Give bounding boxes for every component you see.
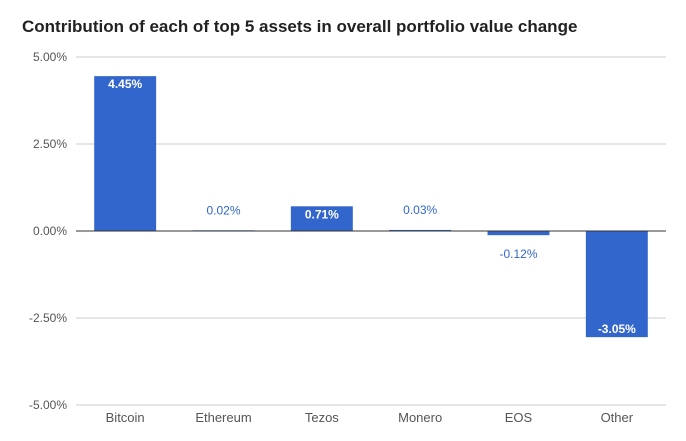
data-label: 0.02% xyxy=(206,203,240,217)
data-label: 0.03% xyxy=(403,203,437,217)
data-label: 0.71% xyxy=(305,207,339,221)
y-tick-label: 2.50% xyxy=(33,137,67,151)
y-tick-label: -5.00% xyxy=(29,398,67,412)
x-category-label: Other xyxy=(601,410,634,425)
y-tick-label: 5.00% xyxy=(33,50,67,64)
y-tick-label: -2.50% xyxy=(29,311,67,325)
y-axis-ticks: 5.00% 2.50% 0.00% -2.50% -5.00% xyxy=(29,50,67,412)
x-category-label: Bitcoin xyxy=(106,410,145,425)
bar-monero xyxy=(389,229,452,231)
y-tick-label: 0.00% xyxy=(33,224,67,238)
bar-bitcoin xyxy=(94,76,157,231)
bar-other xyxy=(585,231,648,338)
bars xyxy=(94,76,648,338)
x-category-label: Ethereum xyxy=(195,410,251,425)
data-labels: 4.45% 0.02% 0.71% 0.03% -0.12% -3.05% xyxy=(108,77,636,336)
chart-title: Contribution of each of top 5 assets in … xyxy=(22,17,578,36)
x-category-label: Monero xyxy=(398,410,442,425)
bar-tezos xyxy=(290,206,353,231)
grid-lines xyxy=(76,56,666,406)
data-label: -3.05% xyxy=(598,322,636,336)
x-axis-labels: Bitcoin Ethereum Tezos Monero EOS Other xyxy=(106,410,634,425)
x-category-label: Tezos xyxy=(305,410,339,425)
data-label: -0.12% xyxy=(499,247,537,261)
x-category-label: EOS xyxy=(505,410,533,425)
bar-eos xyxy=(487,231,550,236)
data-label: 4.45% xyxy=(108,77,142,91)
